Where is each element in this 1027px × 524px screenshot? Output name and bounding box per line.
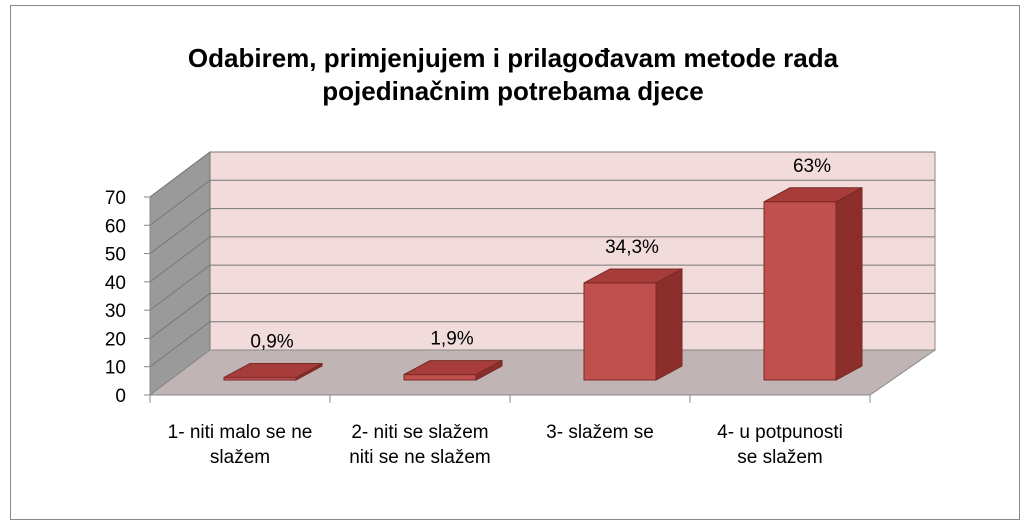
y-tick-label: 30 bbox=[105, 301, 126, 322]
y-tick-label: 60 bbox=[105, 216, 126, 237]
data-label: 34,3% bbox=[605, 237, 659, 258]
grid-line bbox=[149, 151, 935, 198]
chart-border bbox=[10, 5, 1020, 520]
x-tick-label: 1- niti malo se ne slažem bbox=[167, 422, 313, 468]
grid-line bbox=[149, 236, 935, 283]
bar bbox=[403, 374, 477, 381]
y-tick-label: 0 bbox=[115, 386, 126, 407]
x-tick-label: 3- slažem se bbox=[546, 422, 654, 443]
grid-line bbox=[149, 208, 935, 254]
data-label: 1,9% bbox=[430, 329, 473, 350]
data-label: 63% bbox=[793, 156, 831, 177]
bar bbox=[223, 376, 297, 381]
x-tick-label: 2- niti se slažem niti se ne slažem bbox=[349, 422, 491, 468]
data-label: 0,9% bbox=[250, 331, 293, 352]
y-tick-label: 10 bbox=[105, 358, 126, 379]
chart-title: Odabirem, primjenjujem i prilagođavam me… bbox=[187, 43, 839, 106]
grid-line bbox=[149, 179, 935, 226]
bar-side bbox=[835, 186, 863, 381]
x-tick-label: 4- u potpunosti se slažem bbox=[717, 422, 843, 468]
bar bbox=[763, 201, 837, 381]
grid-line bbox=[149, 264, 935, 311]
grid-line bbox=[149, 321, 935, 368]
y-tick-label: 40 bbox=[105, 273, 126, 294]
grid-line bbox=[149, 292, 935, 339]
y-tick-label: 50 bbox=[105, 245, 126, 266]
y-tick-label: 20 bbox=[105, 329, 126, 350]
y-tick-label: 70 bbox=[105, 188, 126, 209]
bar bbox=[583, 282, 657, 381]
bar-side bbox=[655, 268, 683, 381]
